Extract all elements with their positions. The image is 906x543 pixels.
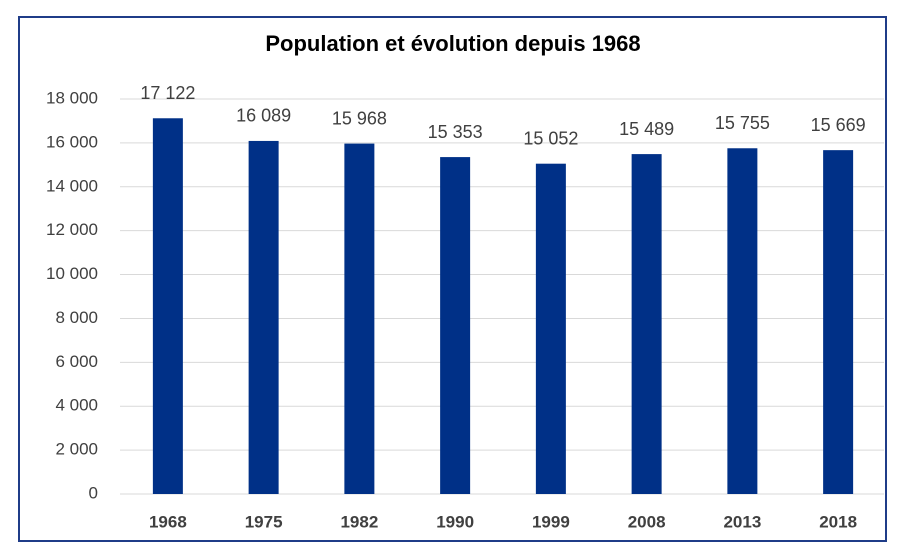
bar [152, 118, 183, 495]
y-tick-label: 2 000 [55, 440, 98, 459]
x-tick-label: 1975 [245, 512, 283, 531]
y-tick-label: 16 000 [46, 132, 98, 151]
x-tick-label: 2018 [819, 512, 857, 531]
value-label: 15 489 [619, 119, 674, 139]
y-tick-label: 18 000 [46, 88, 98, 107]
value-label: 15 968 [332, 108, 387, 128]
bar [727, 148, 758, 495]
value-label: 15 052 [523, 128, 578, 148]
x-tick-label: 1990 [436, 512, 474, 531]
x-tick-label: 1982 [340, 512, 378, 531]
bar [440, 157, 471, 494]
bar [248, 140, 279, 494]
x-tick-label: 2013 [723, 512, 761, 531]
bar [631, 154, 662, 495]
y-tick-label: 10 000 [46, 264, 98, 283]
value-label: 15 755 [715, 113, 770, 133]
value-label: 15 669 [811, 115, 866, 135]
y-tick-label: 4 000 [55, 396, 98, 415]
y-tick-label: 8 000 [55, 308, 98, 327]
x-tick-label: 1968 [149, 512, 187, 531]
y-tick-label: 14 000 [46, 176, 98, 195]
y-tick-label: 0 [89, 483, 98, 502]
bar [823, 150, 854, 494]
x-tick-label: 2008 [628, 512, 666, 531]
bar [344, 143, 375, 494]
chart-title: Population et évolution depuis 1968 [265, 31, 640, 56]
value-label: 16 089 [236, 106, 291, 126]
value-label: 17 122 [140, 83, 195, 103]
value-label: 15 353 [428, 122, 483, 142]
x-tick-label: 1999 [532, 512, 570, 531]
bar [535, 163, 566, 495]
y-tick-label: 12 000 [46, 220, 98, 239]
y-tick-label: 6 000 [55, 352, 98, 371]
